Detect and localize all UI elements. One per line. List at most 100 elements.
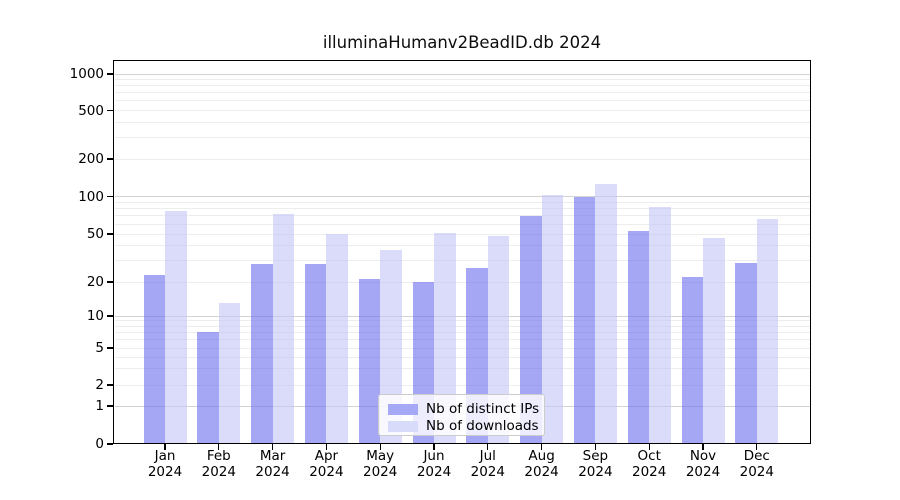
bar-downloads-jun (434, 232, 456, 444)
y-tick-mark (106, 347, 113, 349)
x-tick-mark (540, 444, 543, 450)
gridline-minor (114, 368, 810, 370)
gridline-minor (114, 331, 810, 333)
x-tick-label: Jun 2024 (416, 448, 452, 480)
y-tick-mark (106, 405, 113, 407)
y-tick-label: 2 (95, 377, 104, 393)
legend-swatch-distinct-ips (388, 403, 418, 415)
x-tick-label: Oct 2024 (632, 448, 667, 480)
gridline-minor (114, 320, 810, 322)
gridline-minor (114, 356, 810, 358)
gridline-minor (114, 223, 810, 225)
gridline-minor (114, 281, 810, 283)
gridline-major (114, 315, 810, 317)
y-tick-mark (106, 195, 113, 198)
legend-label-distinct-ips: Nb of distinct IPs (426, 401, 540, 417)
gridline-minor (114, 208, 810, 210)
gridline-minor (114, 339, 810, 341)
x-tick-label: Nov 2024 (685, 448, 721, 480)
x-tick-mark (379, 444, 381, 450)
bar-downloads-mar (272, 214, 295, 444)
gridline-minor (114, 347, 810, 349)
y-tick-mark (106, 109, 113, 112)
y-tick-label: 500 (78, 102, 104, 119)
bar-distinct-ips-feb (197, 332, 219, 444)
gridline-minor (114, 92, 810, 94)
x-tick-mark (218, 444, 220, 450)
gridline-minor (114, 137, 810, 139)
x-tick-label: Mar 2024 (255, 448, 290, 480)
gridline-minor (114, 245, 810, 247)
x-tick-mark (271, 444, 274, 450)
bar-downloads-jan (165, 211, 187, 444)
gridline-minor (114, 85, 810, 87)
gridline-minor (114, 110, 810, 111)
legend: Nb of distinct IPs Nb of downloads (378, 394, 545, 436)
gridline-major (114, 73, 810, 75)
bar-distinct-ips-jan (143, 274, 165, 444)
gridline-minor (114, 260, 810, 262)
bar-downloads-feb (218, 303, 241, 444)
x-tick-mark (164, 444, 166, 450)
x-tick-mark (487, 444, 489, 450)
gridline-minor (114, 100, 810, 102)
bar-distinct-ips-dec (735, 262, 757, 444)
y-tick-label: 10 (86, 308, 104, 324)
legend-swatch-downloads (388, 420, 418, 432)
y-tick-mark (106, 281, 113, 283)
y-tick-mark (106, 443, 113, 445)
y-tick-mark (106, 384, 113, 386)
x-tick-mark (702, 444, 704, 450)
gridline-major (114, 196, 810, 197)
bar-downloads-aug (541, 194, 564, 444)
x-tick-label: Dec 2024 (739, 448, 774, 480)
y-tick-mark (106, 233, 113, 235)
gridline-minor (114, 325, 810, 327)
gridline-minor (114, 79, 810, 81)
x-tick-mark (433, 444, 435, 450)
bar-downloads-oct (649, 207, 671, 444)
y-tick-label: 0 (95, 436, 104, 452)
x-tick-mark (648, 444, 650, 450)
bar-downloads-sep (595, 184, 617, 444)
y-tick-label: 200 (78, 151, 104, 167)
gridline-minor (114, 384, 810, 386)
x-tick-mark (594, 444, 597, 450)
gridline-minor (114, 233, 810, 235)
y-tick-label: 1 (95, 398, 104, 414)
x-tick-label: Aug 2024 (524, 448, 559, 480)
x-tick-mark (756, 444, 758, 450)
x-tick-label: Apr 2024 (309, 448, 344, 480)
bar-downloads-jul (487, 236, 510, 444)
x-tick-label: Jul 2024 (470, 448, 505, 480)
bar-distinct-ips-may (358, 279, 381, 444)
bar-downloads-apr (326, 234, 348, 444)
chart-title: illuminaHumanv2BeadID.db 2024 (322, 33, 602, 52)
x-tick-label: May 2024 (363, 448, 398, 480)
y-tick-label: 1000 (69, 66, 104, 82)
gridline-minor (114, 121, 810, 123)
bar-downloads-nov (703, 238, 725, 444)
y-tick-label: 100 (78, 188, 104, 205)
x-tick-label: Sep 2024 (578, 448, 613, 480)
legend-entry-downloads: Nb of downloads (388, 418, 544, 434)
legend-label-downloads: Nb of downloads (426, 418, 539, 434)
y-tick-label: 5 (95, 340, 104, 356)
bar-distinct-ips-mar (251, 264, 273, 444)
bar-distinct-ips-apr (304, 264, 327, 444)
gridline-minor (114, 215, 810, 217)
bar-distinct-ips-nov (681, 277, 703, 444)
gridline-minor (114, 201, 810, 203)
x-tick-mark (325, 444, 328, 450)
x-tick-label: Feb 2024 (201, 448, 236, 480)
gridline-minor (114, 158, 810, 160)
y-tick-label: 20 (86, 274, 104, 290)
y-tick-mark (106, 73, 113, 75)
legend-entry-distinct-ips: Nb of distinct IPs (388, 401, 544, 417)
x-tick-label: Jan 2024 (147, 448, 183, 480)
bar-distinct-ips-oct (627, 230, 650, 444)
bar-distinct-ips-aug (520, 215, 542, 444)
bar-distinct-ips-sep (573, 196, 596, 444)
y-tick-mark (106, 315, 113, 317)
